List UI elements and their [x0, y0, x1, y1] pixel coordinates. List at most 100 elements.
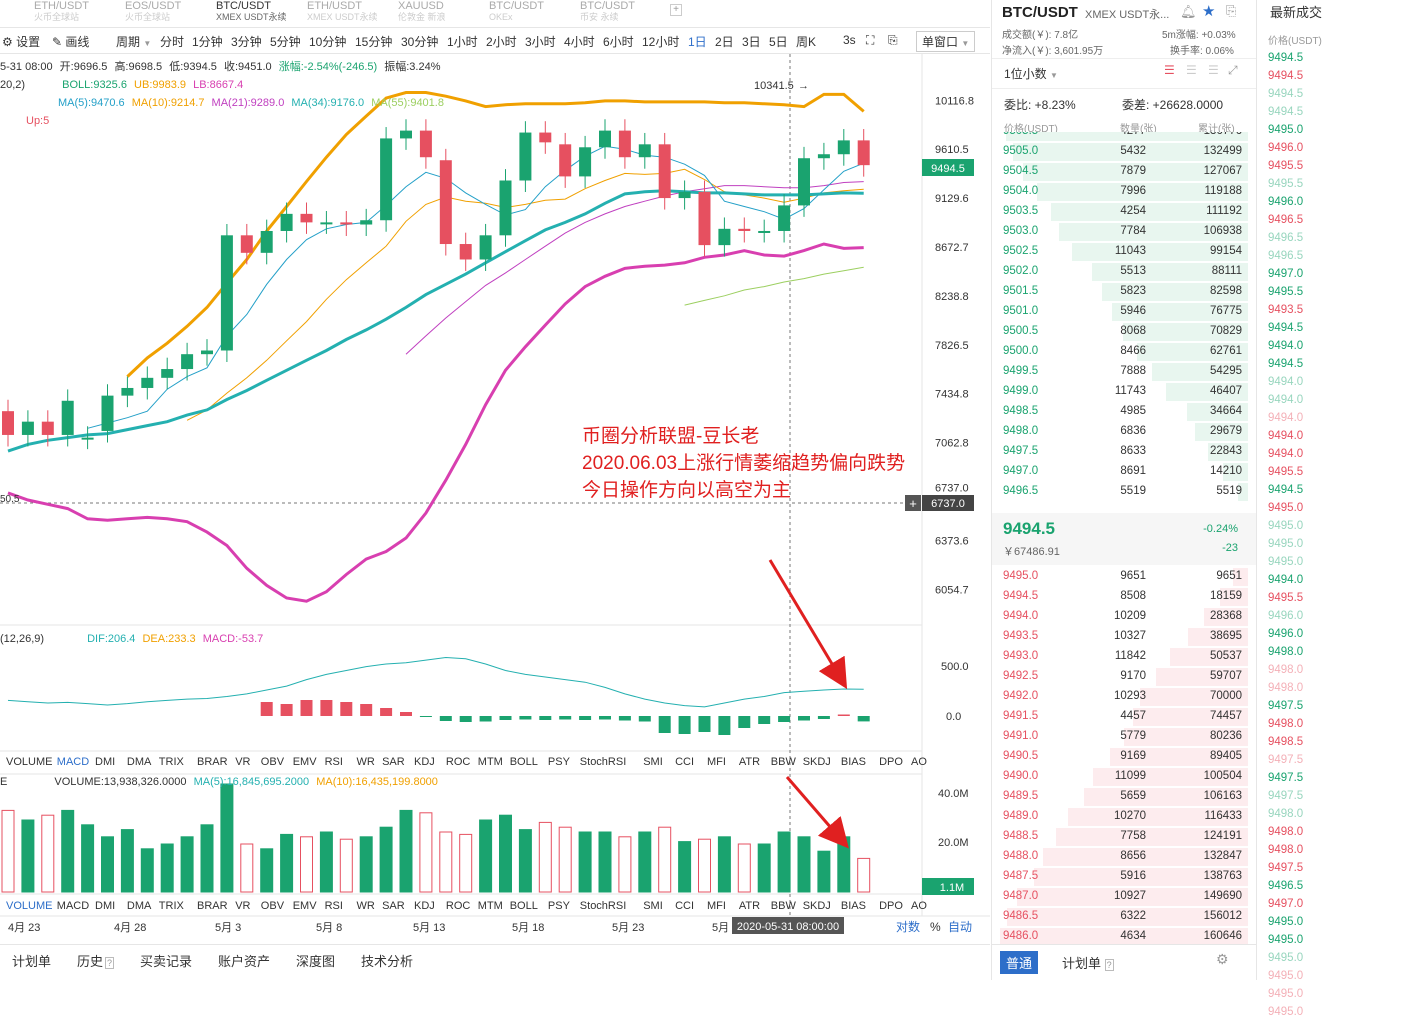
interval-button[interactable]: 5日 — [769, 35, 788, 49]
indicator-tab[interactable]: VR — [235, 756, 250, 768]
star-icon[interactable]: ★ — [1202, 3, 1216, 20]
orderbook-row[interactable]: 9499.0 11743 46407 — [992, 382, 1256, 402]
indicator-tab[interactable]: SAR — [382, 900, 405, 912]
percent-toggle[interactable]: % — [930, 920, 941, 934]
indicator-tab[interactable]: VOLUME — [6, 756, 52, 768]
orderbook-row[interactable]: 9498.0 6836 29679 — [992, 422, 1256, 442]
indicator-tab[interactable]: WR — [357, 900, 375, 912]
auto-toggle[interactable]: 自动 — [948, 920, 972, 934]
settings-button[interactable]: ⚙ 设置 — [2, 33, 40, 50]
interval-button[interactable]: 10分钟 — [309, 35, 347, 49]
indicator-tab[interactable]: SKDJ — [803, 756, 831, 768]
tab-plan-orders[interactable]: 计划单 — [12, 951, 51, 970]
orderbook-row[interactable]: 9500.5 8068 70829 — [992, 322, 1256, 342]
draw-button[interactable]: ✎ 画线 — [52, 33, 89, 50]
interval-button[interactable]: 3日 — [742, 35, 761, 49]
indicator-tab[interactable]: OBV — [261, 756, 285, 768]
orderbook-row[interactable]: 9503.0 7784 106938 — [992, 222, 1256, 242]
layout-asks-icon[interactable]: ☰ — [1208, 63, 1219, 77]
indicator-tab[interactable]: BBW — [771, 756, 797, 768]
orderbook-row[interactable]: 9498.5 4985 34664 — [992, 402, 1256, 422]
orderbook-row[interactable]: 9504.5 7879 127067 — [992, 162, 1256, 182]
interval-button[interactable]: 1日 — [688, 35, 707, 49]
orderbook-row[interactable]: 9486.5 6322 156012 — [992, 907, 1256, 927]
plus-icon[interactable]: + — [909, 496, 917, 511]
orderbook-row[interactable]: 9501.5 5823 82598 — [992, 282, 1256, 302]
orderbook-row[interactable]: 9504.0 7996 119188 — [992, 182, 1256, 202]
interval-button[interactable]: 6小时 — [603, 35, 634, 49]
indicator-tab[interactable]: WR — [357, 756, 375, 768]
orderbook-row[interactable]: 9490.5 9169 89405 — [992, 747, 1256, 767]
indicator-tab[interactable]: SAR — [382, 756, 405, 768]
interval-button[interactable]: 3分钟 — [231, 35, 262, 49]
orderbook-row[interactable]: 9500.0 8466 62761 — [992, 342, 1256, 362]
indicator-tab[interactable]: OBV — [261, 900, 285, 912]
indicator-tab[interactable]: MACD — [57, 756, 89, 768]
tab-analysis[interactable]: 技术分析 — [361, 951, 413, 970]
market-tab[interactable]: ETH/USDT 火币全球站 — [28, 0, 116, 28]
orderbook-row[interactable]: 9486.0 4634 160646 — [992, 927, 1256, 944]
indicator-tab[interactable]: DMI — [95, 900, 115, 912]
orderbook-row[interactable]: 9491.5 4457 74457 — [992, 707, 1256, 727]
orderbook-row[interactable]: 9492.5 9170 59707 — [992, 667, 1256, 687]
orderbook-row[interactable]: 9494.5 8508 18159 — [992, 587, 1256, 607]
interval-button[interactable]: 2日 — [715, 35, 734, 49]
indicator-tab[interactable]: RSI — [325, 756, 343, 768]
orderbook-row[interactable]: 9489.0 10270 116433 — [992, 807, 1256, 827]
indicator-tab[interactable]: RSI — [325, 900, 343, 912]
orderbook-row[interactable]: 9493.5 10327 38695 — [992, 627, 1256, 647]
share-icon[interactable]: ⎘ — [1226, 3, 1237, 18]
indicator-tab[interactable]: ATR — [739, 756, 760, 768]
indicator-tab[interactable]: MFI — [707, 756, 726, 768]
orderbook-row[interactable]: 9505.0 5432 132499 — [992, 142, 1256, 162]
indicator-tab[interactable]: VOLUME — [6, 900, 52, 912]
indicator-tab[interactable]: BRAR — [197, 756, 228, 768]
market-tab[interactable]: BTC/USDT OKEx — [483, 0, 571, 28]
indicator-tab[interactable]: AO — [911, 756, 927, 768]
orderbook-row[interactable]: 9488.0 8656 132847 — [992, 847, 1256, 867]
orderbook-row[interactable]: 9494.0 10209 28368 — [992, 607, 1256, 627]
window-select[interactable]: 单窗口 ▼ — [916, 31, 976, 52]
add-order-button[interactable] — [905, 495, 921, 511]
indicator-tab[interactable]: DPO — [879, 900, 903, 912]
orderbook-row[interactable]: 9492.0 10293 70000 — [992, 687, 1256, 707]
indicator-tab[interactable]: MTM — [478, 756, 503, 768]
interval-button[interactable]: 1分钟 — [192, 35, 223, 49]
add-tab-icon[interactable]: + — [670, 4, 682, 16]
indicator-tab[interactable]: ATR — [739, 900, 760, 912]
indicator-tab[interactable]: DPO — [879, 756, 903, 768]
indicator-tab[interactable]: BOLL — [510, 756, 538, 768]
interval-button[interactable]: 12小时 — [642, 35, 680, 49]
indicator-tab[interactable]: BIAS — [841, 900, 866, 912]
orderbook-row[interactable]: 9503.5 4254 111192 — [992, 202, 1256, 222]
indicator-tab[interactable]: MACD — [57, 900, 89, 912]
orderbook-row[interactable]: 9491.0 5779 80236 — [992, 727, 1256, 747]
indicator-tab[interactable]: EMV — [293, 756, 318, 768]
interval-button[interactable]: 分时 — [160, 35, 185, 49]
kline-chart[interactable]: 5-31 08:00 开:9696.5 高:9698.5 低:9394.5 收:… — [0, 54, 990, 944]
indicator-tab[interactable]: VR — [235, 900, 250, 912]
market-tab[interactable]: ETH/USDT XMEX USDT永续 — [301, 0, 389, 28]
orderbook-row[interactable]: 9493.0 11842 50537 — [992, 647, 1256, 667]
indicator-tab[interactable]: EMV — [293, 900, 318, 912]
indicator-tab[interactable]: BOLL — [510, 900, 538, 912]
orderbook-row[interactable]: 9496.5 5519 5519 — [992, 482, 1256, 502]
orderbook-row[interactable]: 9487.5 5916 138763 — [992, 867, 1256, 887]
tab-assets[interactable]: 账户资产 — [218, 951, 270, 970]
indicator-tab[interactable]: DMI — [95, 756, 115, 768]
indicator-tab[interactable]: SMI — [643, 756, 663, 768]
tab-normal[interactable]: 普通 — [1000, 951, 1039, 974]
indicator-tab[interactable]: PSY — [548, 900, 571, 912]
interval-button[interactable]: 周K — [796, 35, 817, 49]
indicator-tab[interactable]: DMA — [127, 756, 152, 768]
orderbook-row[interactable]: 9489.5 5659 106163 — [992, 787, 1256, 807]
indicator-tab[interactable]: StochRSI — [580, 900, 626, 912]
interval-button[interactable]: 3小时 — [525, 35, 556, 49]
market-tab[interactable]: BTC/USDT 币安 永续 — [574, 0, 662, 28]
screenshot-icon[interactable]: ⎘ — [888, 33, 898, 47]
indicator-tab[interactable]: BBW — [771, 900, 797, 912]
tab-trades[interactable]: 买卖记录 — [140, 951, 192, 970]
indicator-tab[interactable]: TRIX — [159, 900, 185, 912]
layout-bids-icon[interactable]: ☰ — [1186, 63, 1197, 77]
orderbook-row[interactable]: 9505.5 4277 136776 — [992, 132, 1256, 142]
